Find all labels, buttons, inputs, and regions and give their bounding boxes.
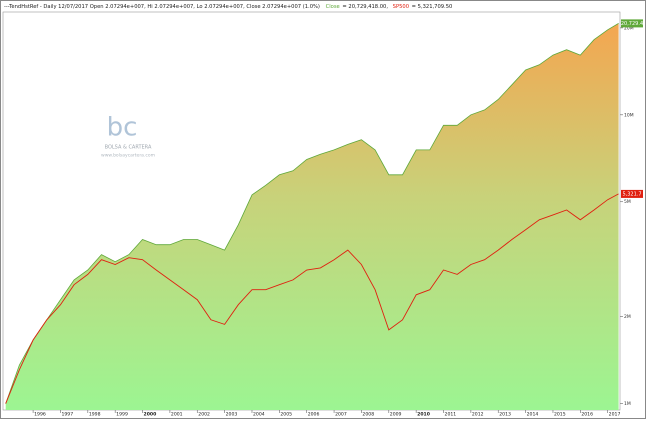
y-tick-label: 20M [624,25,634,31]
x-tick-label: 2014 [527,412,539,418]
x-tick-label: 2011 [445,412,457,418]
legend-name: SP500 [393,4,409,10]
y-tick-label: 5M [624,199,631,205]
x-tick-label: 2012 [472,412,484,418]
end-label-box [621,189,643,198]
x-tick-label: 2005 [280,412,292,418]
x-tick-label: 1998 [89,412,101,418]
x-tick-label: 2001 [171,412,183,418]
x-tick-label: 2008 [362,412,374,418]
x-tick-label: 1997 [61,412,73,418]
y-tick-label: 10M [624,112,634,118]
x-tick-label: 2003 [226,412,238,418]
x-tick-label: 2010 [417,412,430,418]
x-tick-label: 2013 [499,412,511,418]
title: ---TendHstRef - Daily 12/07/2017 Open 2.… [4,4,320,10]
x-tick-label: 2004 [253,412,265,418]
chart-title: ---TendHstRef - Daily 12/07/2017 Open 2.… [4,4,452,10]
y-tick-label: 1M [624,401,631,407]
x-tick-label: 2007 [335,412,347,418]
watermark-url: www.bolsaycartera.com [101,153,155,159]
legend-value: = 5,321,709.50 [412,4,453,10]
x-tick-label: 2000 [144,412,157,418]
legend-name: Close [326,4,340,10]
x-tick-label: 2002 [198,412,210,418]
watermark-name: BOLSA & CARTERA [105,145,152,151]
watermark-logo: bc [107,113,138,143]
x-tick-label: 2006 [308,412,320,418]
sp500-line [5,193,619,404]
end-label-box [621,19,643,28]
plot [5,23,619,411]
x-tick-label: 1999 [116,412,128,418]
legend-value: = 20,729,418.00, [342,4,388,10]
x-tick-label: 1996 [34,412,46,418]
y-tick-label: 2M [624,314,631,320]
x-tick-label: 2017 [609,412,621,418]
end-label: 20,729.4 [621,21,643,27]
equity-area [5,23,619,411]
x-tick-label: 2009 [390,412,402,418]
equity-line [5,23,619,404]
end-label: 5,321.7 [622,191,641,197]
x-tick-label: 2016 [581,412,593,418]
x-tick-label: 2015 [554,412,566,418]
